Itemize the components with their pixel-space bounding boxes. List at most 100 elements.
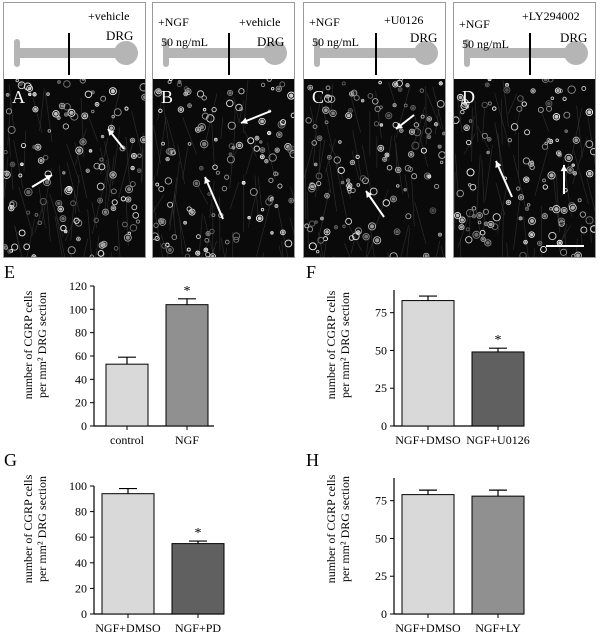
neuron-core-mark	[394, 104, 396, 106]
fiber-mark	[351, 95, 361, 133]
neuron-core-mark	[200, 167, 202, 169]
neuron-mark	[156, 183, 159, 186]
fiber-mark	[167, 119, 176, 151]
neuron-core-mark	[335, 226, 337, 228]
neuron-core-mark	[431, 209, 434, 212]
neuron-mark	[550, 207, 553, 210]
neuron-core-mark	[34, 108, 37, 111]
neuron-core-mark	[443, 133, 445, 135]
neuron-mark	[454, 117, 459, 124]
neuron-core-mark	[281, 231, 284, 234]
neuron-mark	[239, 89, 244, 94]
bar	[402, 495, 454, 614]
chart-h: H number of CGRP cells per mm² DRG secti…	[300, 450, 600, 637]
neuron-mark	[412, 174, 417, 179]
x-tick-label: NGF+DMSO	[395, 621, 461, 635]
neuron-mark	[564, 112, 570, 118]
neuron-mark	[133, 213, 139, 219]
neuron-mark	[348, 190, 351, 193]
fiber-mark	[290, 218, 294, 257]
neuron-core-mark	[160, 220, 164, 224]
neuron-mark	[136, 220, 139, 223]
y-tick-label: 40	[75, 372, 87, 386]
neuron-mark	[212, 107, 216, 111]
neuron-mark	[196, 235, 200, 239]
neuron-core-mark	[530, 233, 533, 236]
neuron-core-mark	[519, 196, 522, 199]
neuron-core-mark	[379, 147, 383, 151]
neuron-core-mark	[428, 136, 430, 138]
neuron-core-mark	[260, 120, 264, 124]
neuron-mark	[222, 186, 226, 190]
neuron-mark	[261, 208, 264, 211]
neuron-core-mark	[557, 152, 560, 155]
chart-letter: G	[4, 450, 17, 471]
neuron-core-mark	[571, 206, 575, 210]
bar	[402, 301, 454, 426]
fiber-mark	[577, 106, 583, 158]
neuron-mark	[525, 130, 530, 135]
neuron-mark	[466, 228, 469, 231]
neuron-core-mark	[110, 126, 114, 130]
neuron-mark	[100, 158, 103, 161]
neuron-core-mark	[399, 88, 401, 90]
neuron-core-mark	[77, 148, 81, 152]
drg-label: DRG	[106, 29, 133, 43]
neuron-mark	[16, 79, 19, 82]
neuron-mark	[33, 146, 36, 149]
fiber-mark	[573, 137, 588, 184]
y-axis-label: number of CGRP cells per mm² DRG section	[21, 250, 49, 440]
neuron-core-mark	[400, 130, 402, 132]
neuron-core-mark	[383, 158, 386, 161]
neuron-mark	[470, 184, 476, 190]
fiber-mark	[454, 172, 455, 230]
neuron-core-mark	[179, 108, 182, 111]
micrograph-panel-d: +NGF 50 ng/mL +LY294002 DRG D	[453, 2, 596, 258]
neuron-core-mark	[65, 231, 67, 233]
neuron-core-mark	[102, 242, 106, 246]
fiber-mark	[4, 157, 8, 198]
neuron-mark	[339, 141, 342, 144]
neuron-core-mark	[243, 182, 245, 184]
y-tick-label: 20	[75, 581, 87, 595]
neuron-core-mark	[195, 182, 199, 186]
bar	[472, 352, 524, 426]
neuron-core-mark	[525, 178, 528, 181]
neuron-mark	[318, 237, 324, 243]
neuron-core-mark	[202, 142, 206, 146]
left-treatment-label: +NGF	[459, 17, 490, 31]
fiber-mark	[389, 136, 392, 162]
y-tick-label: 60	[75, 349, 87, 363]
neuron-mark	[508, 138, 511, 141]
micrograph-panel-c: +NGF 50 ng/mL +U0126 DRG C	[303, 2, 446, 258]
arrow-icon	[204, 177, 223, 219]
neuron-mark	[285, 240, 292, 247]
neuron-core-mark	[487, 152, 489, 154]
micrograph-panel-b: +NGF 50 ng/mL +vehicle DRG B	[152, 2, 295, 258]
bar	[102, 494, 154, 614]
x-tick-label: NGF+DMSO	[395, 433, 461, 447]
fiber-mark	[92, 175, 106, 234]
neuron-mark	[185, 254, 189, 257]
x-tick-label: control	[110, 433, 145, 447]
neuron-mark	[568, 86, 575, 93]
bar	[166, 305, 208, 426]
neuron-core-mark	[138, 170, 140, 172]
neuron-core-mark	[375, 238, 379, 242]
concentration-label: 50 ng/mL	[312, 35, 359, 49]
fiber-mark	[24, 131, 26, 172]
fiber-mark	[45, 91, 52, 142]
neuron-core-mark	[507, 201, 510, 204]
y-axis-label-line1: number of CGRP cells	[324, 434, 338, 624]
concentration-label: 50 ng/mL	[462, 37, 509, 51]
fiber-mark	[508, 94, 517, 114]
panel-letter: D	[462, 87, 475, 108]
neuron-core-mark	[406, 84, 408, 86]
neuron-mark	[346, 218, 352, 224]
neuron-mark	[38, 221, 41, 224]
fiber-mark	[87, 112, 98, 142]
neuron-core-mark	[350, 93, 353, 96]
fiber-mark	[574, 151, 589, 204]
neuron-mark	[354, 95, 359, 100]
fiber-mark	[362, 145, 371, 196]
